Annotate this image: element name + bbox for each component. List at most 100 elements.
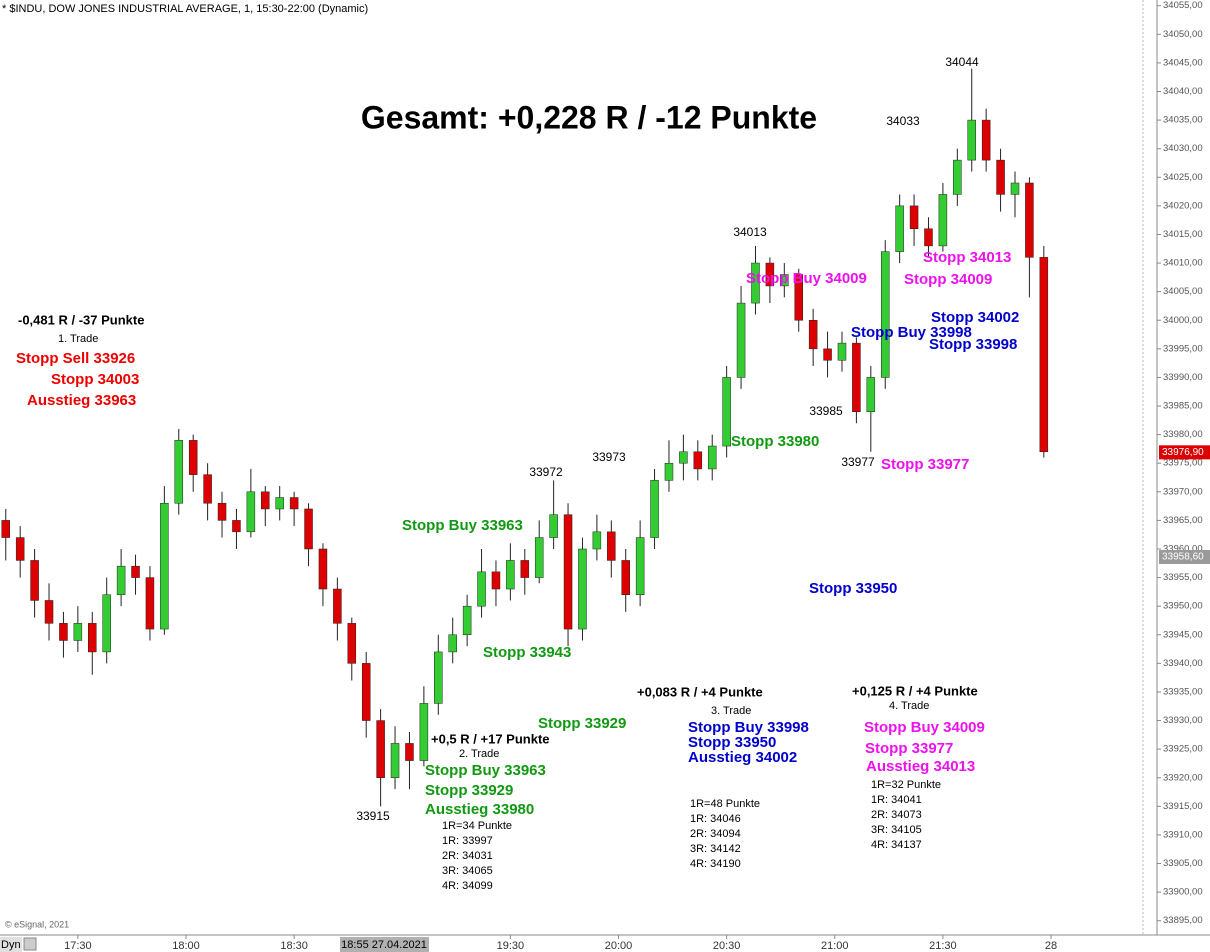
candle-body — [679, 451, 688, 464]
y-tick-label: 33960,00 — [1163, 544, 1203, 555]
candle-body — [318, 548, 328, 590]
candle-body — [549, 514, 558, 538]
annotation: 2. Trade — [459, 748, 499, 760]
y-tick-label: 33915,00 — [1163, 801, 1203, 812]
annotation: Stopp 33998 — [929, 336, 1017, 353]
candle-body — [953, 159, 962, 195]
annotation: 33915 — [356, 809, 390, 823]
candle-body — [852, 342, 861, 412]
candle-body — [405, 743, 414, 761]
candle-body — [751, 262, 760, 304]
scale-mode-box[interactable] — [0, 937, 22, 952]
y-tick-label: 33990,00 — [1163, 372, 1203, 383]
candle-body — [477, 571, 486, 607]
annotation: Stopp Buy 33963 — [402, 517, 523, 534]
y-tick-label: 33980,00 — [1163, 429, 1203, 440]
annotation: 3R: 34142 — [690, 843, 741, 855]
annotation: 1R: 34046 — [690, 813, 741, 825]
candle-body — [390, 743, 400, 778]
candle-body — [592, 531, 602, 550]
candle-body — [73, 623, 83, 641]
candle-body — [289, 497, 299, 510]
candle-body — [981, 119, 991, 161]
candle-body — [823, 348, 832, 361]
annotation: +0,083 R / +4 Punkte — [637, 684, 763, 699]
annotation: Stopp 33977 — [881, 456, 969, 473]
candle-body — [866, 377, 876, 412]
annotation: +0,5 R / +17 Punkte — [431, 731, 550, 746]
x-tick-label: 21:00 — [821, 940, 849, 952]
candle-body — [347, 623, 357, 664]
annotation: 2R: 34094 — [690, 828, 741, 840]
annotation: 3. Trade — [711, 705, 751, 717]
annotation: Ausstieg 33963 — [27, 392, 136, 409]
annotation: 4. Trade — [889, 700, 929, 712]
annotation: 4R: 34137 — [871, 839, 922, 851]
y-tick-label: 33995,00 — [1163, 343, 1203, 354]
chart-title: Gesamt: +0,228 R / -12 Punkte — [361, 99, 817, 135]
annotation: 34033 — [886, 114, 920, 128]
y-tick-label: 33895,00 — [1163, 915, 1203, 926]
candle-body — [419, 703, 429, 761]
annotation: 3R: 34065 — [442, 865, 493, 877]
annotation: Stopp 33950 — [809, 580, 897, 597]
candle-body — [145, 577, 155, 630]
cursor-label: 18:55 27.04.2021 — [341, 939, 427, 951]
annotation: 2R: 34031 — [442, 850, 493, 862]
candle-body — [909, 205, 919, 229]
y-tick-label: 33935,00 — [1163, 686, 1203, 697]
x-tick-label: 20:30 — [713, 940, 741, 952]
candle-body — [160, 502, 169, 630]
y-tick-label: 34055,00 — [1163, 0, 1203, 11]
candle-body — [246, 491, 256, 533]
x-tick-label: 17:30 — [64, 940, 92, 952]
annotation: Stopp 33950 — [688, 734, 776, 751]
price-label-box — [1159, 549, 1210, 564]
y-tick-label: 33910,00 — [1163, 829, 1203, 840]
candle-body — [376, 720, 385, 778]
candle-body — [203, 474, 212, 504]
candle-body — [217, 502, 227, 521]
scale-mode-button[interactable] — [23, 937, 37, 951]
annotation: Stopp Buy 33998 — [851, 324, 972, 341]
annotation: 33977 — [841, 455, 875, 469]
y-tick-label: 33970,00 — [1163, 486, 1203, 497]
cursor-label-box — [340, 937, 429, 952]
annotation: 3R: 34105 — [871, 824, 922, 836]
candle-body — [333, 588, 342, 624]
candle-body — [188, 440, 198, 475]
annotation: 4R: 34099 — [442, 880, 493, 892]
candle-body — [30, 560, 39, 601]
y-tick-label: 34025,00 — [1163, 172, 1203, 183]
annotation: Stopp 33929 — [425, 782, 513, 799]
candle-body — [1, 520, 11, 538]
candle-body — [808, 319, 818, 350]
scale-mode[interactable]: Dyn — [1, 939, 21, 951]
annotation: 1R=48 Punkte — [690, 798, 760, 810]
candle-body — [232, 520, 241, 533]
y-tick-label: 33965,00 — [1163, 515, 1203, 526]
annotation: Stopp Buy 33963 — [425, 762, 546, 779]
annotation: Stopp Buy 33998 — [688, 719, 809, 736]
candle-body — [895, 205, 904, 252]
candle-body — [722, 377, 731, 447]
annotation: 33985 — [809, 404, 843, 418]
annotation: -0,481 R / -37 Punkte — [18, 312, 144, 327]
candle-body — [924, 228, 933, 247]
annotation: Stopp 33929 — [538, 715, 626, 732]
candle-body — [275, 497, 284, 510]
y-tick-label: 34015,00 — [1163, 229, 1203, 240]
candle-body — [506, 560, 515, 590]
y-tick-label: 33920,00 — [1163, 772, 1203, 783]
candle-body — [693, 451, 703, 470]
candle-body — [88, 623, 97, 653]
annotation: 33972 — [529, 465, 563, 479]
candle-body — [1010, 182, 1020, 195]
x-tick-label: 20:00 — [605, 940, 633, 952]
annotation: Ausstieg 33980 — [425, 801, 534, 818]
watermark: © eSignal, 2021 — [5, 919, 69, 929]
y-tick-label: 33905,00 — [1163, 858, 1203, 869]
y-tick-label: 34020,00 — [1163, 200, 1203, 211]
y-tick-label: 34050,00 — [1163, 29, 1203, 40]
y-tick-label: 34045,00 — [1163, 57, 1203, 68]
